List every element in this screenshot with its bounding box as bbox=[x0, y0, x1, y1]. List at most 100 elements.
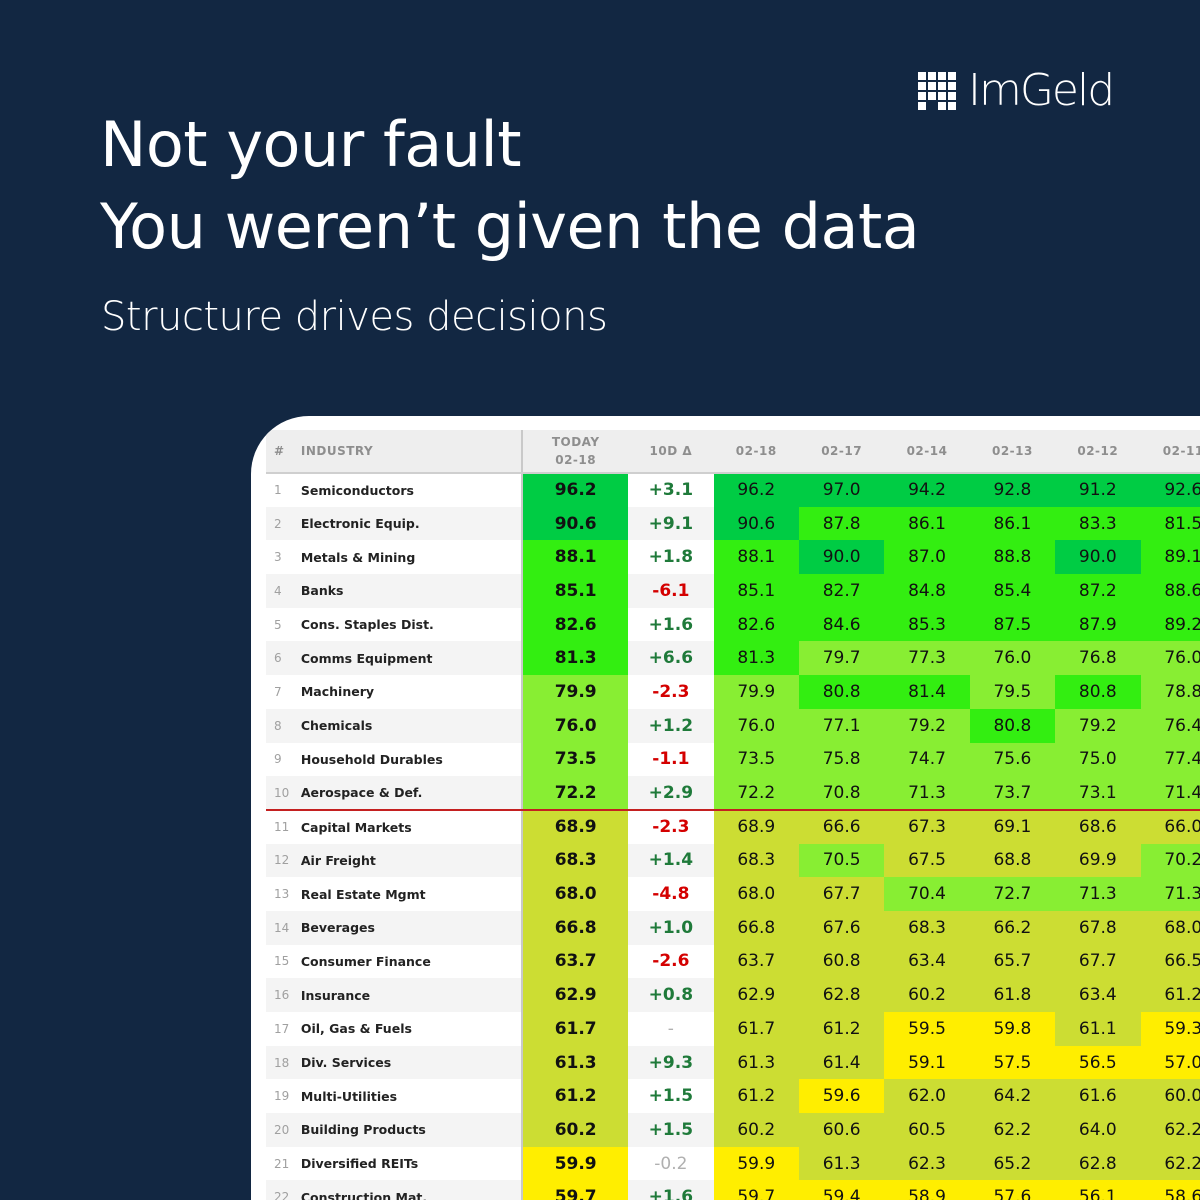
row-industry-name: Diversified REITs bbox=[296, 1146, 524, 1181]
row-day-score: 62.2 bbox=[969, 1113, 1056, 1147]
header-num[interactable]: # bbox=[266, 430, 297, 474]
table-row[interactable]: 12 Air Freight 68.3 +1.4 68.3 70.5 67.5 68.8 69.… bbox=[266, 843, 1200, 878]
header-date-1[interactable]: 02-18 bbox=[713, 430, 799, 474]
row-day-score: 79.2 bbox=[1055, 708, 1141, 743]
row-day-score: 68.0 bbox=[1140, 910, 1200, 945]
row-rank: 15 bbox=[266, 944, 297, 979]
row-rank: 4 bbox=[266, 574, 297, 608]
row-rank: 6 bbox=[266, 641, 297, 676]
header-date-6[interactable]: 02-11 bbox=[1140, 430, 1200, 474]
row-rank: 10 bbox=[266, 776, 297, 811]
row-day-score: 91.2 bbox=[1055, 473, 1141, 507]
table-row[interactable]: 15 Consumer Finance 63.7 -2.6 63.7 60.8 63.4 65… bbox=[266, 944, 1200, 979]
header-today-date: 02-18 bbox=[555, 453, 597, 467]
row-today-score: 66.8 bbox=[522, 910, 629, 945]
row-today-score: 68.3 bbox=[522, 843, 629, 878]
industry-ranking-table: # INDUSTRY TODAY 02-18 10D Δ 02-18 02-17… bbox=[266, 430, 1200, 1200]
table-row[interactable]: 17 Oil, Gas & Fuels 61.7-61.7 61.2 59.5 59.8 6… bbox=[266, 1012, 1200, 1046]
row-day-score: 68.6 bbox=[1055, 809, 1141, 844]
row-day-score: 72.7 bbox=[969, 877, 1056, 911]
headline: Not your fault You weren’t given the dat… bbox=[100, 104, 920, 268]
row-industry-name: Comms Equipment bbox=[296, 641, 524, 676]
table-row[interactable]: 9 Household Durables 73.5 -1.1 73.5 75.8 74.7 7… bbox=[266, 742, 1200, 777]
row-day-score: 74.7 bbox=[884, 742, 970, 777]
row-today-score: 96.2 bbox=[522, 473, 629, 507]
row-day-score: 57.6 bbox=[969, 1180, 1056, 1200]
row-rank: 22 bbox=[266, 1180, 297, 1200]
row-day-score: 67.5 bbox=[884, 843, 970, 878]
row-day-score: 80.8 bbox=[798, 675, 885, 709]
row-rank: 17 bbox=[266, 1012, 297, 1046]
row-10d-delta: +9.3 bbox=[628, 1045, 714, 1080]
row-today-score: 59.7 bbox=[522, 1180, 629, 1200]
header-date-4[interactable]: 02-13 bbox=[969, 430, 1056, 474]
row-day-score: 61.7 bbox=[713, 1012, 799, 1046]
row-day-score: 57.0 bbox=[1140, 1045, 1200, 1080]
row-day-score: 67.6 bbox=[798, 910, 885, 945]
row-day-score: 75.0 bbox=[1055, 742, 1141, 777]
row-rank: 8 bbox=[266, 708, 297, 743]
table-row[interactable]: 5 Cons. Staples Dist. 82.6 +1.6 82.6 84.6 85.3… bbox=[266, 607, 1200, 642]
table-row[interactable]: 6 Comms Equipment 81.3 +6.6 81.3 79.7 77.3 76.0… bbox=[266, 641, 1200, 676]
table-row[interactable]: 8 Chemicals 76.0 +1.2 76.0 77.1 79.2 80.8 79.2 76… bbox=[266, 708, 1200, 743]
table-row[interactable]: 18 Div. Services 61.3 +9.3 61.3 61.4 59.1 57.5 5… bbox=[266, 1045, 1200, 1080]
table-row[interactable]: 1 Semiconductors 96.2 +3.1 96.2 97.0 94.2 92.8 9… bbox=[266, 473, 1200, 507]
row-day-score: 86.1 bbox=[969, 506, 1056, 541]
row-day-score: 58.6 bbox=[1140, 1180, 1200, 1200]
row-rank: 7 bbox=[266, 675, 297, 709]
header-today[interactable]: TODAY 02-18 bbox=[522, 430, 629, 474]
row-industry-name: Electronic Equip. bbox=[296, 506, 524, 541]
table-row[interactable]: 19 Multi-Utilities 61.2 +1.5 61.2 59.6 62.0 64.… bbox=[266, 1079, 1200, 1114]
row-day-score: 77.3 bbox=[884, 641, 970, 676]
table-row[interactable]: 10 Aerospace & Def. 72.2 +2.9 72.2 70.8 71.3 73… bbox=[266, 776, 1200, 811]
row-rank: 12 bbox=[266, 843, 297, 878]
table-row[interactable]: 22 Construction Mat. 59.7 +1.6 59.7 59.4 58.9 5… bbox=[266, 1180, 1200, 1200]
row-today-score: 79.9 bbox=[522, 675, 629, 709]
header-industry[interactable]: INDUSTRY bbox=[296, 430, 524, 474]
table-row[interactable]: 14 Beverages 66.8 +1.0 66.8 67.6 68.3 66.2 67.8 6… bbox=[266, 910, 1200, 945]
row-industry-name: Banks bbox=[296, 574, 524, 608]
table-row[interactable]: 21 Diversified REITs 59.9 -0.2 59.9 61.3 62.3 6… bbox=[266, 1146, 1200, 1181]
table-row[interactable]: 16 Insurance 62.9 +0.8 62.9 62.8 60.2 61.8 63.4 6… bbox=[266, 978, 1200, 1012]
row-day-score: 75.8 bbox=[798, 742, 885, 777]
header-date-5[interactable]: 02-12 bbox=[1055, 430, 1141, 474]
row-day-score: 68.9 bbox=[713, 809, 799, 844]
table-row[interactable]: 7 Machinery 79.9 -2.3 79.9 80.8 81.4 79.5 80.8 78… bbox=[266, 675, 1200, 709]
row-day-score: 79.7 bbox=[798, 641, 885, 676]
header-delta[interactable]: 10D Δ bbox=[628, 430, 714, 474]
header-today-label: TODAY bbox=[551, 435, 600, 449]
row-day-score: 56.1 bbox=[1055, 1180, 1141, 1200]
row-day-score: 81.5 bbox=[1140, 506, 1200, 541]
row-day-score: 68.3 bbox=[713, 843, 799, 878]
row-today-score: 61.3 bbox=[522, 1045, 629, 1080]
row-10d-delta: +1.4 bbox=[628, 843, 714, 878]
row-10d-delta: +1.8 bbox=[628, 540, 714, 575]
row-day-score: 71.3 bbox=[884, 776, 970, 811]
row-day-score: 66.2 bbox=[969, 910, 1056, 945]
row-day-score: 76.0 bbox=[713, 708, 799, 743]
row-10d-delta: -6.1 bbox=[628, 574, 714, 608]
header-date-2[interactable]: 02-17 bbox=[798, 430, 885, 474]
row-today-score: 61.2 bbox=[522, 1079, 629, 1114]
table-row[interactable]: 3 Metals & Mining 88.1 +1.8 88.1 90.0 87.0 88.8… bbox=[266, 540, 1200, 575]
table-row[interactable]: 13 Real Estate Mgmt 68.0 -4.8 68.0 67.7 70.4 72… bbox=[266, 877, 1200, 911]
row-industry-name: Oil, Gas & Fuels bbox=[296, 1012, 524, 1046]
table-row[interactable]: 4 Banks 85.1 -6.1 85.1 82.7 84.8 85.4 87.2 88.6 bbox=[266, 574, 1200, 608]
row-day-score: 73.1 bbox=[1055, 776, 1141, 811]
industry-table-card: # INDUSTRY TODAY 02-18 10D Δ 02-18 02-17… bbox=[251, 416, 1200, 1200]
row-rank: 18 bbox=[266, 1045, 297, 1080]
row-day-score: 66.6 bbox=[798, 809, 885, 844]
row-today-score: 68.9 bbox=[522, 809, 629, 844]
row-today-score: 88.1 bbox=[522, 540, 629, 575]
row-day-score: 76.0 bbox=[969, 641, 1056, 676]
header-date-3[interactable]: 02-14 bbox=[884, 430, 970, 474]
table-row[interactable]: 11 Capital Markets 68.9 -2.3 68.9 66.6 67.3 69.… bbox=[266, 809, 1200, 844]
table-row[interactable]: 20 Building Products 60.2 +1.5 60.2 60.6 60.5 6… bbox=[266, 1113, 1200, 1147]
row-10d-delta: -2.3 bbox=[628, 675, 714, 709]
row-day-score: 78.8 bbox=[1140, 675, 1200, 709]
row-10d-delta: +9.1 bbox=[628, 506, 714, 541]
brand-logo: ImGeld bbox=[918, 68, 1115, 114]
row-10d-delta: +2.9 bbox=[628, 776, 714, 811]
row-day-score: 59.6 bbox=[798, 1079, 885, 1114]
table-row[interactable]: 2 Electronic Equip. 90.6 +9.1 90.6 87.8 86.1 86… bbox=[266, 506, 1200, 541]
